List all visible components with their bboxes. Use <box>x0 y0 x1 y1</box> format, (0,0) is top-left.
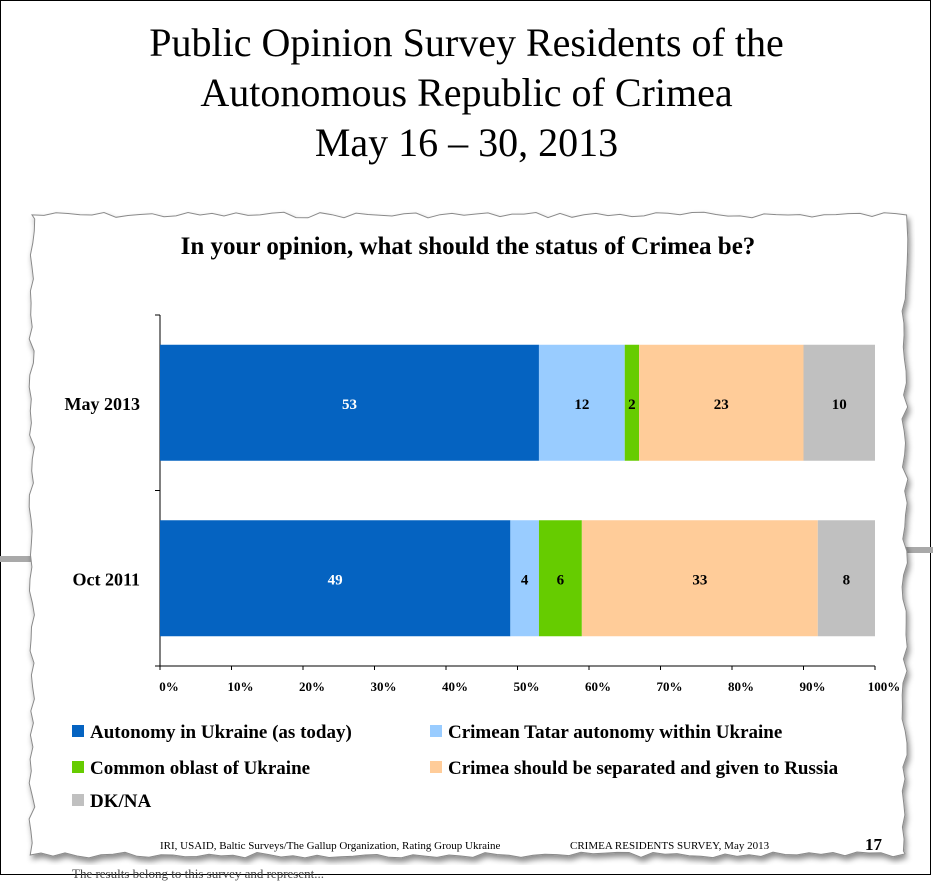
slide-title: Public Opinion Survey Residents of the A… <box>0 18 933 168</box>
data-label: 12 <box>574 397 589 413</box>
legend-label: Common oblast of Ukraine <box>90 758 310 779</box>
x-tick-label: 30% <box>371 679 397 694</box>
bar-segment <box>803 344 875 461</box>
x-tick-label: 70% <box>657 679 683 694</box>
legend-swatch <box>430 761 442 773</box>
bar-segment <box>160 344 539 461</box>
data-label: 6 <box>557 572 565 588</box>
x-tick-label: 20% <box>299 679 325 694</box>
x-tick-label: 80% <box>728 679 754 694</box>
legend-label: Crimean Tatar autonomy within Ukraine <box>448 722 782 743</box>
divider-left <box>0 556 40 562</box>
bar-segment <box>639 344 804 461</box>
bar-segment <box>510 520 539 637</box>
category-label: May 2013 <box>65 394 141 414</box>
stacked-bar-chart: In your opinion, what should the status … <box>65 233 901 854</box>
legend-swatch <box>72 794 84 806</box>
page-number: 17 <box>865 835 883 854</box>
data-label: 2 <box>628 397 636 413</box>
legend-label: Crimea should be separated and given to … <box>448 758 839 779</box>
data-label: 33 <box>692 572 707 588</box>
chart-title: In your opinion, what should the status … <box>181 233 756 260</box>
slide-title-line-2: Autonomous Republic of Crimea <box>200 70 733 115</box>
legend-swatch <box>72 725 84 737</box>
legend-swatch <box>72 761 84 773</box>
bar-segment <box>581 520 818 637</box>
data-label: 10 <box>832 397 847 413</box>
x-tick-label: 90% <box>800 679 826 694</box>
data-label: 4 <box>521 572 529 588</box>
data-label: 49 <box>328 572 343 588</box>
x-tick-label: 100% <box>868 679 901 694</box>
legend-swatch <box>430 725 442 737</box>
data-label: 8 <box>843 572 851 588</box>
bar-segment <box>160 520 511 637</box>
bar-segment <box>624 344 640 461</box>
x-tick-label: 60% <box>585 679 611 694</box>
chart-card: In your opinion, what should the status … <box>22 205 915 865</box>
legend-label: Autonomy in Ukraine (as today) <box>90 722 352 743</box>
x-tick-label: 10% <box>228 679 254 694</box>
slide-title-line-3: May 16 – 30, 2013 <box>314 120 619 165</box>
bar-segment <box>817 520 875 637</box>
x-tick-label: 50% <box>514 679 540 694</box>
bar-segment <box>538 520 582 637</box>
legend-label: DK/NA <box>90 791 152 812</box>
footer-source: IRI, USAID, Baltic Surveys/The Gallup Or… <box>160 840 501 852</box>
divider-right <box>900 547 933 553</box>
footer-survey: CRIMEA RESIDENTS SURVEY, May 2013 <box>570 840 770 852</box>
cut-off-bottom-text: The results belong to this survey and re… <box>72 866 324 881</box>
slide-title-line-1: Public Opinion Survey Residents of the <box>149 20 784 65</box>
data-label: 53 <box>342 397 357 413</box>
bar-segment <box>538 344 625 461</box>
x-tick-label: 0% <box>159 679 179 694</box>
category-label: Oct 2011 <box>73 569 141 589</box>
data-label: 23 <box>714 397 729 413</box>
x-tick-label: 40% <box>442 679 468 694</box>
